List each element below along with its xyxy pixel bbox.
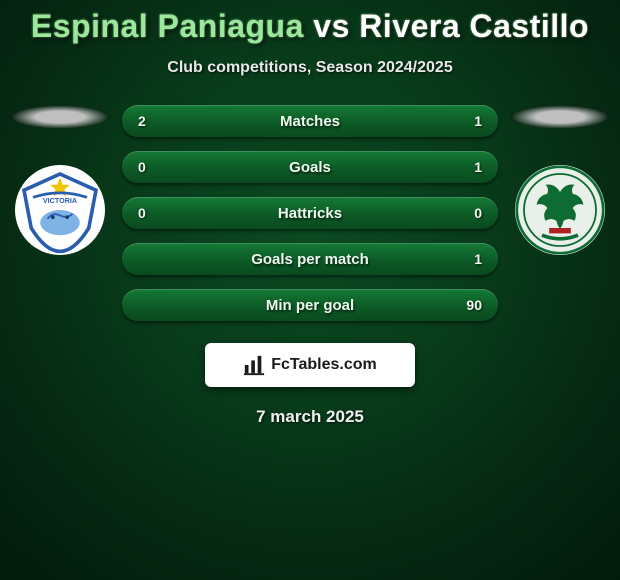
subtitle: Club competitions, Season 2024/2025 [0, 59, 620, 77]
content: Espinal Paniagua vs Rivera Castillo Club… [0, 0, 620, 427]
date-text: 7 march 2025 [0, 407, 620, 427]
stat-label: Goals per match [122, 251, 498, 268]
stat-right-value: 1 [474, 159, 482, 175]
left-side: VICTORIA [0, 105, 120, 255]
branding-text: FcTables.com [271, 356, 377, 374]
player1-name: Espinal Paniagua [31, 8, 304, 44]
stat-right-value: 1 [474, 251, 482, 267]
bar-chart-icon [243, 354, 265, 376]
team-badge-right [515, 165, 605, 255]
stat-label: Matches [122, 113, 498, 130]
victoria-badge-icon: VICTORIA [15, 165, 105, 255]
stat-row-hattricks: 0 Hattricks 0 [122, 197, 498, 229]
stat-left-value: 0 [138, 205, 146, 221]
stat-row-matches: 2 Matches 1 [122, 105, 498, 137]
page-title: Espinal Paniagua vs Rivera Castillo [0, 8, 620, 45]
player2-shadow [510, 105, 610, 129]
player1-shadow [10, 105, 110, 129]
vs-text: vs [313, 8, 350, 44]
stat-right-value: 0 [474, 205, 482, 221]
player2-name: Rivera Castillo [359, 8, 589, 44]
stat-row-goals: 0 Goals 1 [122, 151, 498, 183]
stat-right-value: 1 [474, 113, 482, 129]
stat-label: Hattricks [122, 205, 498, 222]
stat-row-min-per-goal: Min per goal 90 [122, 289, 498, 321]
team-badge-left: VICTORIA [15, 165, 105, 255]
right-side [500, 105, 620, 255]
svg-text:VICTORIA: VICTORIA [43, 196, 77, 205]
stat-label: Goals [122, 159, 498, 176]
stat-left-value: 0 [138, 159, 146, 175]
stat-row-goals-per-match: Goals per match 1 [122, 243, 498, 275]
stats-bars: 2 Matches 1 0 Goals 1 0 Hattricks 0 Goal… [120, 105, 500, 321]
marathon-badge-icon [515, 165, 605, 255]
main-layout: VICTORIA 2 Matches 1 0 Goals 1 0 [0, 105, 620, 321]
branding-box[interactable]: FcTables.com [205, 343, 415, 387]
stat-label: Min per goal [122, 297, 498, 314]
stat-right-value: 90 [466, 297, 482, 313]
stat-left-value: 2 [138, 113, 146, 129]
